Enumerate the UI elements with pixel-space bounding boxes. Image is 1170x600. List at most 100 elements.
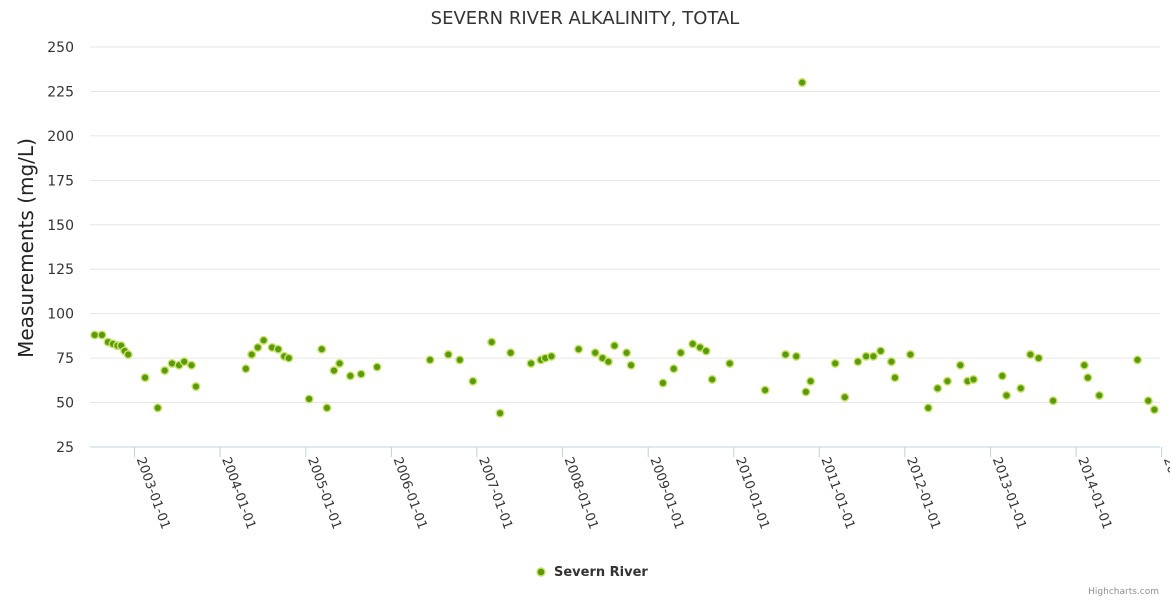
data-point[interactable] xyxy=(707,374,717,384)
data-point[interactable] xyxy=(853,357,863,367)
x-tick-label: 2004-01-01 xyxy=(218,455,258,531)
x-tick-label: 2006-01-01 xyxy=(390,455,430,531)
data-point[interactable] xyxy=(840,392,850,402)
data-point[interactable] xyxy=(603,357,613,367)
legend[interactable]: Severn River xyxy=(536,565,648,580)
data-point[interactable] xyxy=(1133,355,1143,365)
data-point[interactable] xyxy=(97,330,107,340)
data-point[interactable] xyxy=(1025,350,1035,360)
data-point[interactable] xyxy=(725,358,735,368)
y-tick-label: 100 xyxy=(47,307,74,323)
data-point[interactable] xyxy=(153,403,163,413)
data-point[interactable] xyxy=(1094,390,1104,400)
x-tick-label: 2012-01-01 xyxy=(903,455,943,531)
data-point[interactable] xyxy=(372,362,382,372)
data-point[interactable] xyxy=(455,355,465,365)
data-point[interactable] xyxy=(487,337,497,347)
data-point[interactable] xyxy=(443,350,453,360)
data-point[interactable] xyxy=(247,350,257,360)
data-point[interactable] xyxy=(1048,396,1058,406)
legend-marker xyxy=(536,567,546,577)
data-point[interactable] xyxy=(241,364,251,374)
x-tick-label: 2013-01-01 xyxy=(989,455,1029,531)
data-point[interactable] xyxy=(669,364,679,374)
data-point[interactable] xyxy=(955,360,965,370)
y-tick-label: 175 xyxy=(47,173,74,189)
data-point[interactable] xyxy=(1083,373,1093,383)
data-point[interactable] xyxy=(322,403,332,413)
data-point[interactable] xyxy=(526,358,536,368)
legend-item-severn-river[interactable]: Severn River xyxy=(554,565,648,580)
data-point[interactable] xyxy=(1034,353,1044,363)
data-point[interactable] xyxy=(506,348,516,358)
data-point[interactable] xyxy=(658,378,668,388)
data-point[interactable] xyxy=(676,348,686,358)
data-point[interactable] xyxy=(942,376,952,386)
data-point[interactable] xyxy=(1002,390,1012,400)
data-point[interactable] xyxy=(273,344,283,354)
data-point[interactable] xyxy=(90,330,100,340)
credits-link[interactable]: Highcharts.com xyxy=(1088,587,1159,597)
data-point[interactable] xyxy=(317,344,327,354)
data-point[interactable] xyxy=(791,351,801,361)
data-point[interactable] xyxy=(701,346,711,356)
gridlines xyxy=(90,46,1160,404)
data-point[interactable] xyxy=(1016,383,1026,393)
data-point[interactable] xyxy=(468,376,478,386)
y-axis-title: Measurements (mg/L) xyxy=(14,138,38,358)
data-point[interactable] xyxy=(923,403,933,413)
data-point[interactable] xyxy=(495,408,505,418)
x-tick-label: 2011-01-01 xyxy=(818,455,858,531)
data-point[interactable] xyxy=(1149,405,1159,415)
x-tick-label: 2003-01-01 xyxy=(133,455,173,531)
data-point[interactable] xyxy=(886,357,896,367)
data-point[interactable] xyxy=(626,360,636,370)
y-tick-label: 200 xyxy=(47,129,74,145)
data-point[interactable] xyxy=(574,344,584,354)
y-tick-label: 250 xyxy=(47,40,74,56)
data-point[interactable] xyxy=(830,358,840,368)
data-point[interactable] xyxy=(905,350,915,360)
data-point[interactable] xyxy=(179,357,189,367)
data-point[interactable] xyxy=(1143,396,1153,406)
data-point[interactable] xyxy=(797,78,807,88)
y-tick-label: 50 xyxy=(56,396,74,412)
data-point[interactable] xyxy=(801,387,811,397)
data-point[interactable] xyxy=(191,382,201,392)
data-point[interactable] xyxy=(253,342,263,352)
data-point[interactable] xyxy=(140,373,150,383)
data-point[interactable] xyxy=(123,350,133,360)
data-point[interactable] xyxy=(968,374,978,384)
data-point[interactable] xyxy=(997,371,1007,381)
y-tick-label: 25 xyxy=(56,440,74,456)
data-point[interactable] xyxy=(284,353,294,363)
data-point[interactable] xyxy=(760,385,770,395)
data-point[interactable] xyxy=(688,339,698,349)
data-point[interactable] xyxy=(590,348,600,358)
data-point[interactable] xyxy=(876,346,886,356)
data-point[interactable] xyxy=(345,371,355,381)
data-point[interactable] xyxy=(356,369,366,379)
data-point[interactable] xyxy=(186,360,196,370)
data-point[interactable] xyxy=(609,341,619,351)
data-point[interactable] xyxy=(622,348,632,358)
data-point[interactable] xyxy=(304,394,314,404)
y-tick-label: 225 xyxy=(47,84,74,100)
y-tick-label: 150 xyxy=(47,218,74,234)
data-point[interactable] xyxy=(781,350,791,360)
data-point[interactable] xyxy=(861,351,871,361)
data-point[interactable] xyxy=(868,351,878,361)
data-point[interactable] xyxy=(425,355,435,365)
x-tick-label: 2014-01-01 xyxy=(1074,455,1114,531)
data-point[interactable] xyxy=(160,366,170,376)
data-point[interactable] xyxy=(933,383,943,393)
data-point[interactable] xyxy=(335,358,345,368)
data-point[interactable] xyxy=(259,335,269,345)
data-point[interactable] xyxy=(1079,360,1089,370)
x-axis-ticks: 2003-01-01 2004-01-01 2005-01-01 2006-01-01… xyxy=(133,447,1170,531)
data-point[interactable] xyxy=(546,351,556,361)
data-point[interactable] xyxy=(806,376,816,386)
data-point[interactable] xyxy=(890,373,900,383)
data-point[interactable] xyxy=(329,366,339,376)
